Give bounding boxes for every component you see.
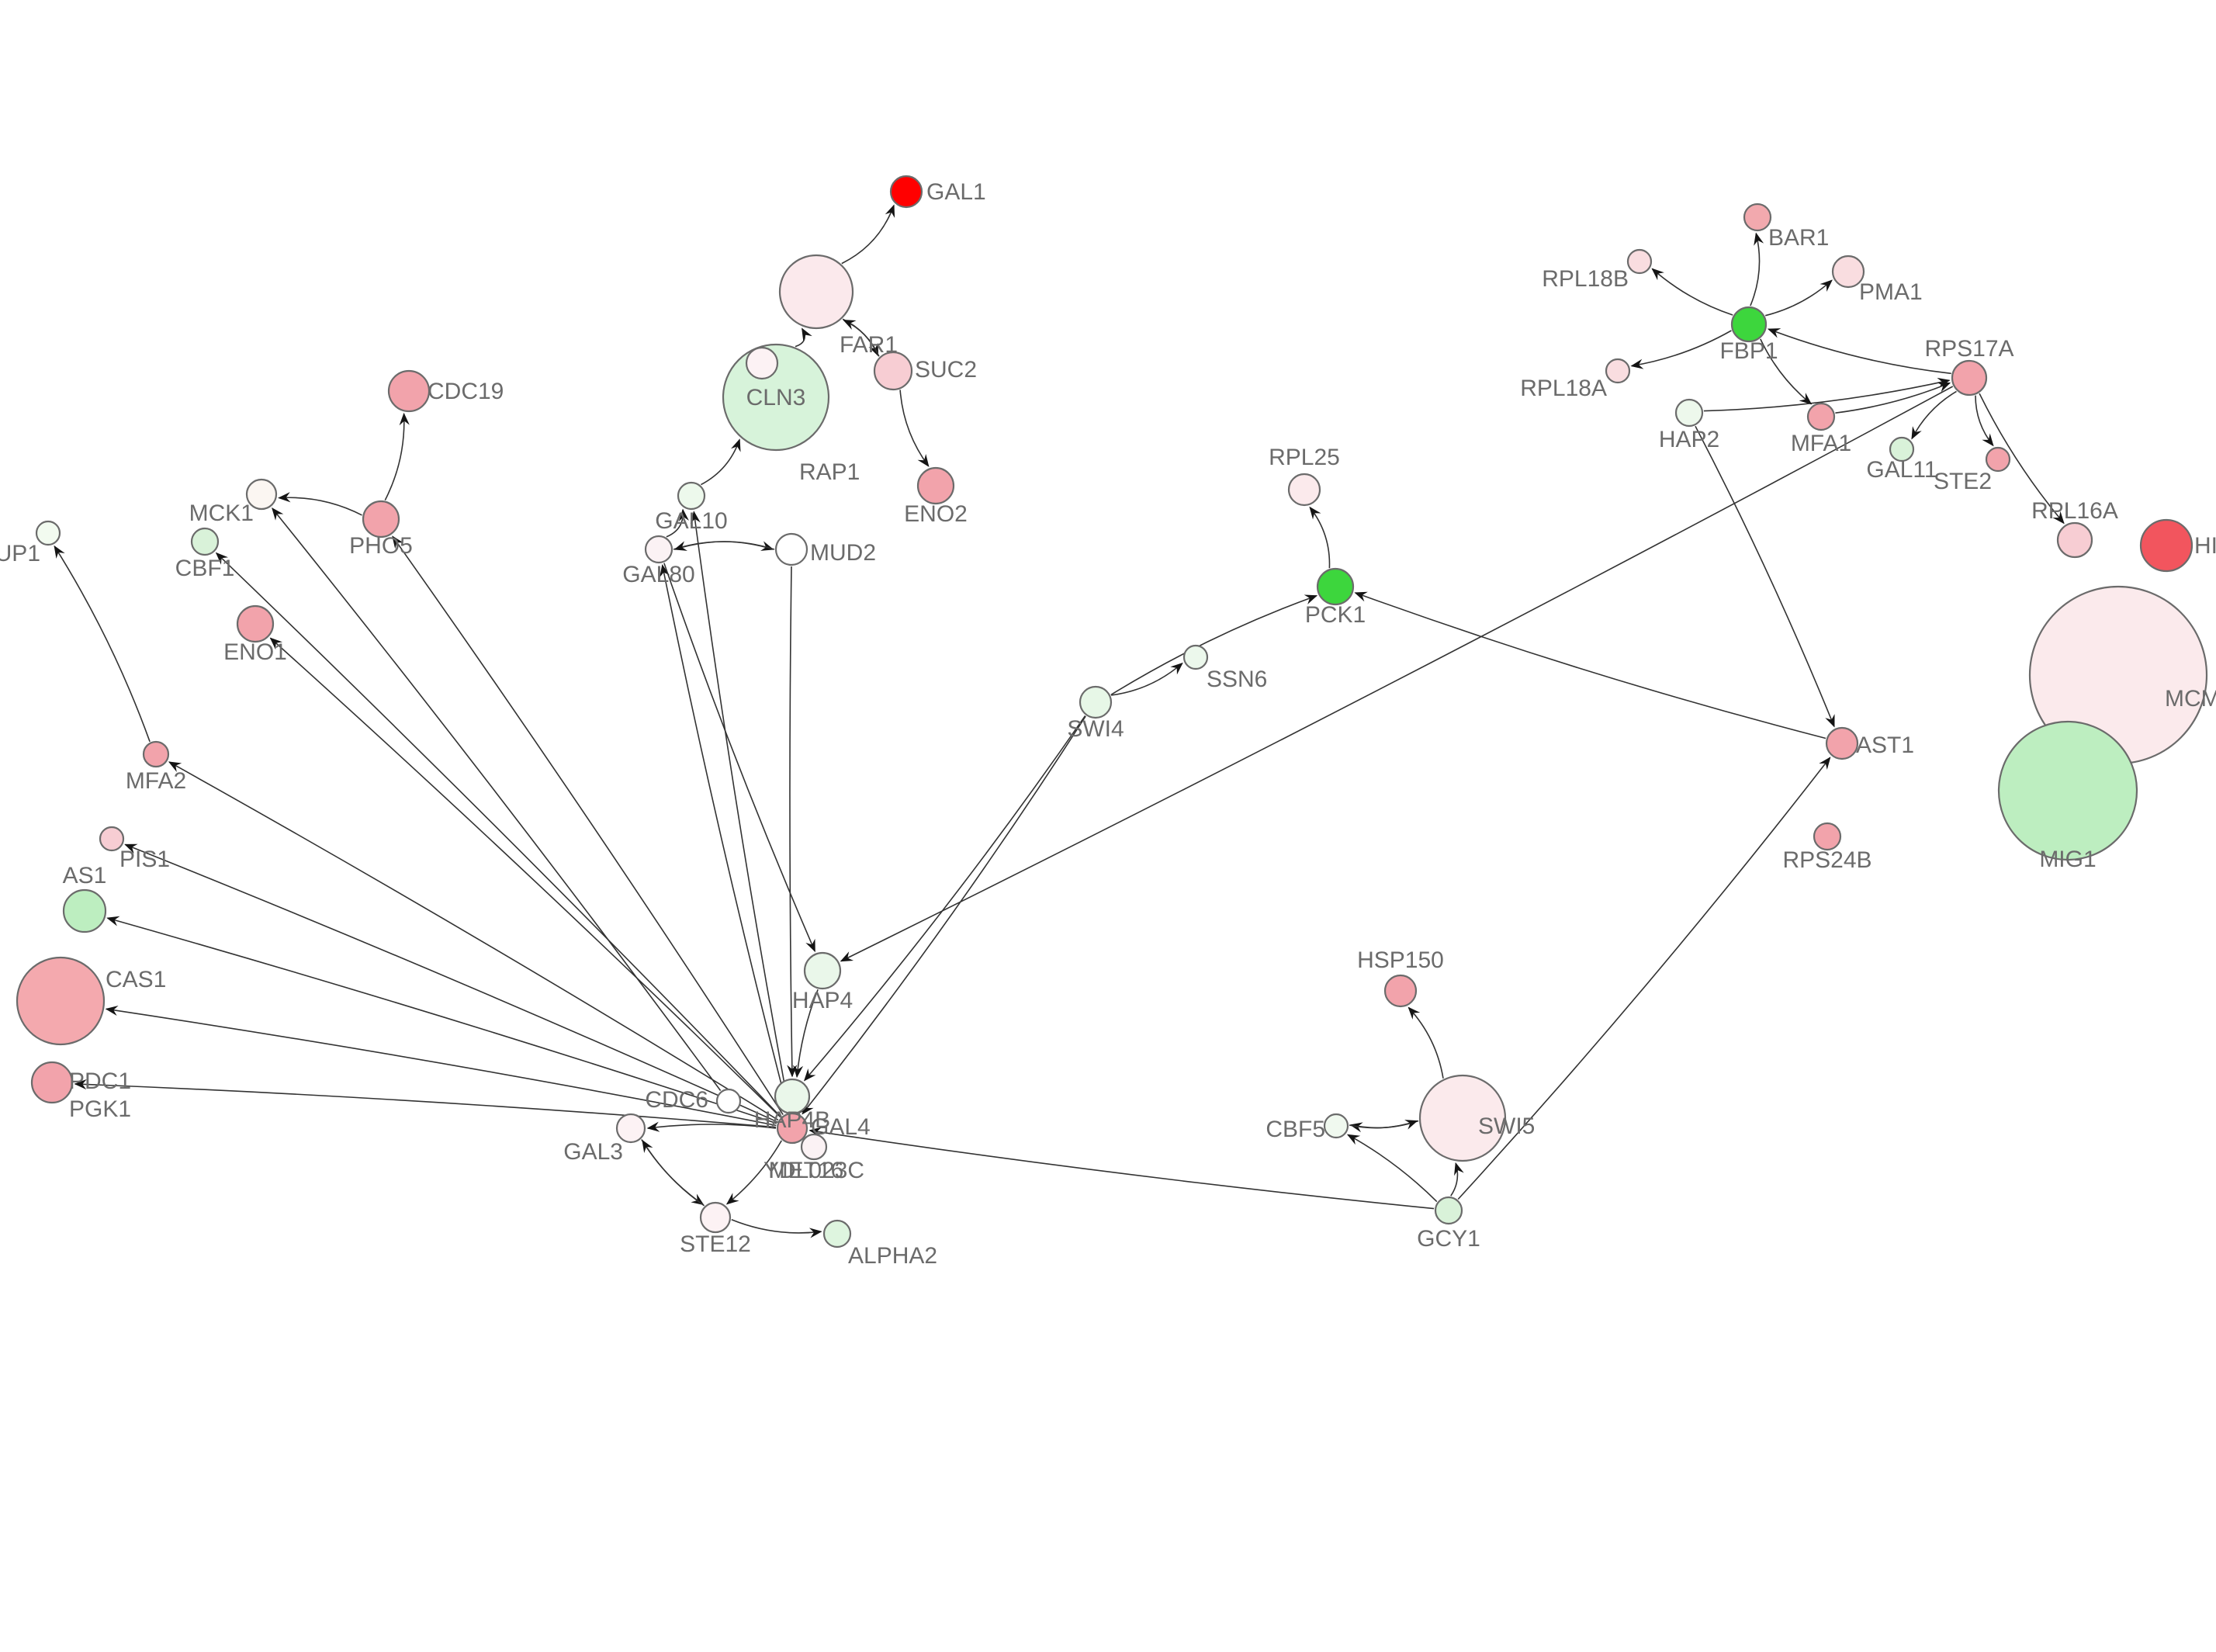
svg-text:CDC19: CDC19 [428, 379, 504, 404]
svg-text:STE12: STE12 [680, 1231, 751, 1257]
svg-text:SWI5: SWI5 [1478, 1113, 1535, 1139]
svg-text:AS1: AS1 [63, 863, 107, 888]
svg-text:CBF5: CBF5 [1266, 1117, 1325, 1142]
svg-text:GAL11: GAL11 [1866, 457, 1937, 483]
svg-text:AST1: AST1 [1856, 732, 1914, 758]
svg-text:PIS1: PIS1 [119, 847, 170, 872]
svg-text:PCK1: PCK1 [1305, 602, 1366, 628]
svg-text:RPS24B: RPS24B [1782, 847, 1871, 873]
svg-text:PHO5: PHO5 [349, 533, 413, 559]
svg-text:RPL16A: RPL16A [2031, 498, 2118, 524]
svg-text:STE2: STE2 [1934, 469, 1992, 494]
svg-text:MUD2: MUD2 [810, 540, 876, 566]
svg-text:FAR1: FAR1 [840, 332, 898, 358]
svg-text:BAR1: BAR1 [1768, 225, 1829, 251]
svg-text:HAP4: HAP4 [792, 988, 853, 1013]
svg-text:PGK1: PGK1 [69, 1096, 131, 1122]
svg-text:HAP2: HAP2 [1659, 427, 1719, 452]
svg-text:ENO2: ENO2 [904, 501, 968, 527]
svg-text:PMA1: PMA1 [1859, 279, 1923, 305]
svg-text:GCY1: GCY1 [1417, 1226, 1480, 1252]
svg-text:RPL18B: RPL18B [1542, 266, 1629, 292]
svg-text:MFA1: MFA1 [1791, 431, 1851, 456]
svg-text:MIG1: MIG1 [2039, 847, 2096, 872]
svg-text:FBP1: FBP1 [1719, 338, 1778, 364]
svg-text:PDC1: PDC1 [69, 1068, 131, 1094]
svg-text:SUC2: SUC2 [915, 357, 977, 383]
svg-text:GAL10: GAL10 [655, 508, 727, 534]
svg-text:SSN6: SSN6 [1207, 667, 1267, 692]
svg-text:RPL18A: RPL18A [1520, 376, 1607, 401]
svg-text:GAL4: GAL4 [811, 1114, 871, 1140]
svg-text:RAP1: RAP1 [799, 459, 860, 485]
svg-text:RPL25: RPL25 [1269, 445, 1340, 470]
svg-text:CAS1: CAS1 [106, 967, 166, 992]
svg-text:MET16: MET16 [769, 1158, 844, 1183]
svg-text:HSP150: HSP150 [1357, 947, 1444, 973]
svg-text:HIS4: HIS4 [2194, 533, 2216, 559]
svg-text:GAL3: GAL3 [563, 1139, 623, 1165]
svg-text:RPS17A: RPS17A [1924, 336, 2013, 362]
svg-text:MCK1: MCK1 [189, 500, 254, 526]
svg-text:CDC6: CDC6 [645, 1087, 708, 1113]
svg-text:GAL80: GAL80 [622, 562, 694, 587]
svg-text:SWI4: SWI4 [1067, 716, 1124, 742]
svg-text:TUP1: TUP1 [0, 541, 40, 566]
svg-text:ALPHA2: ALPHA2 [848, 1243, 937, 1269]
svg-text:CLN3: CLN3 [746, 385, 806, 410]
svg-text:MFA2: MFA2 [126, 768, 186, 794]
svg-text:CBF1: CBF1 [175, 556, 235, 581]
svg-text:GAL1: GAL1 [926, 179, 986, 205]
svg-text:MCM1: MCM1 [2165, 686, 2216, 712]
svg-text:ENO1: ENO1 [223, 639, 287, 665]
